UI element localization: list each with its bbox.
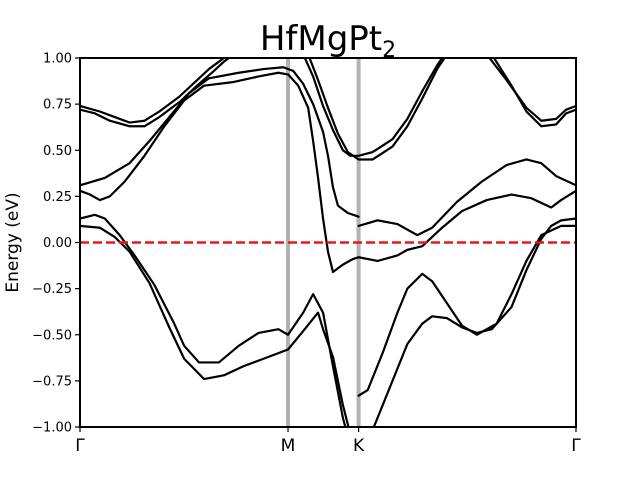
- y-tick-label: 0.50: [43, 144, 72, 159]
- x-tick-label: Γ: [571, 436, 581, 456]
- band-line-12: [372, 217, 576, 427]
- y-tick-label: −1.00: [32, 421, 72, 436]
- x-tick-label: M: [281, 436, 296, 456]
- band-line-8: [308, 58, 446, 161]
- band-line-1: [80, 58, 226, 124]
- y-tick-label: 1.00: [43, 52, 72, 67]
- y-tick-label: −0.50: [32, 328, 72, 343]
- y-axis-label: Energy (eV): [3, 192, 23, 292]
- y-axis-ticks: 1.00 0.75 0.50 0.25 0.00 −0.25 −0.50 −0.75 −1.00: [32, 52, 80, 436]
- y-tick-label: −0.75: [32, 374, 72, 389]
- band-line-6: [80, 224, 350, 427]
- band-line-10: [357, 189, 576, 263]
- band-line-7: [303, 58, 444, 157]
- y-tick-label: 0.00: [43, 236, 72, 251]
- chart-title: HfMgPt2: [260, 19, 396, 63]
- y-tick-label: −0.25: [32, 282, 72, 297]
- band-line-5: [80, 213, 347, 427]
- x-tick-label: Γ: [75, 436, 85, 456]
- band-line-2: [80, 58, 231, 128]
- y-tick-label: 0.25: [43, 190, 72, 205]
- band-line-4: [80, 71, 360, 274]
- chart-title-main: HfMgPt: [260, 19, 382, 59]
- x-tick-label: K: [353, 436, 365, 456]
- band-line-11: [357, 224, 576, 397]
- band-line-9: [357, 158, 576, 237]
- band-line-3: [80, 66, 360, 218]
- chart-title-subscript: 2: [382, 38, 396, 63]
- band-lines: [80, 58, 576, 427]
- y-tick-label: 0.75: [43, 98, 72, 113]
- band-line-14: [492, 58, 576, 128]
- band-line-13: [488, 58, 576, 122]
